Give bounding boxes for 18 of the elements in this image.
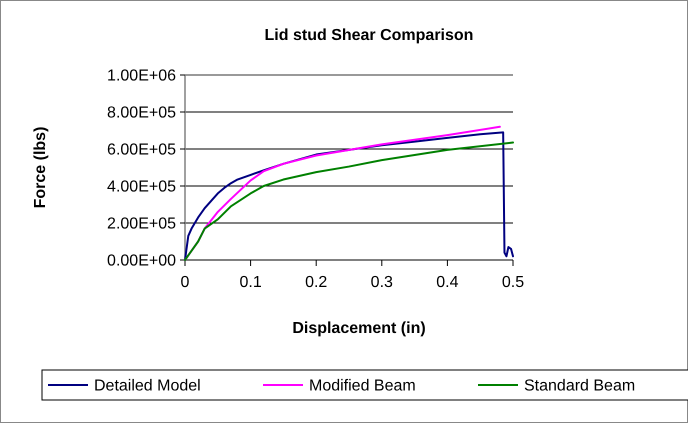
y-tick-label: 6.00E+05: [107, 142, 176, 159]
x-axis-title: Displacement (in): [292, 320, 426, 337]
y-tick-label: 1.00E+06: [107, 68, 176, 85]
legend-label: Modified Beam: [309, 378, 416, 395]
y-tick-label: 8.00E+05: [107, 104, 176, 122]
y-tick-label: 2.00E+05: [107, 216, 176, 233]
y-axis-title: Force (lbs): [32, 126, 49, 208]
legend-label: Detailed Model: [94, 378, 201, 395]
y-tick-label: 0.00E+00: [107, 252, 176, 270]
y-tick-label: 4.00E+05: [107, 178, 176, 196]
x-tick-label: 0.3: [370, 274, 394, 291]
legend-label: Standard Beam: [524, 378, 636, 395]
chart-title: Lid stud Shear Comparison: [264, 27, 474, 44]
x-tick-label: 0: [180, 274, 190, 291]
x-tick-label: 0.5: [502, 274, 524, 291]
x-tick-label: 0.1: [239, 274, 262, 291]
x-tick-label: 0.4: [436, 274, 459, 291]
x-tick-label: 0.2: [305, 274, 328, 291]
